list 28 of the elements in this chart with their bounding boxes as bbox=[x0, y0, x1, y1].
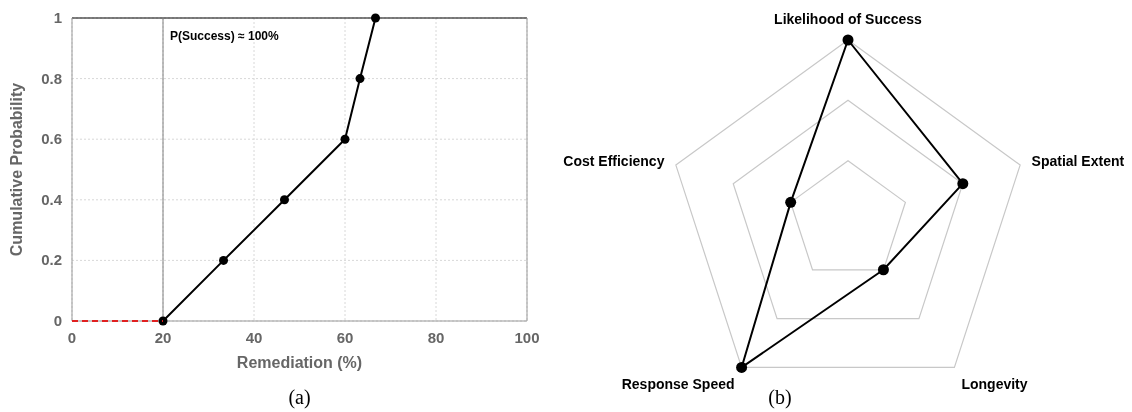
point bbox=[279, 195, 289, 205]
x-tick-label: 0 bbox=[67, 329, 77, 346]
y-tick-label: 0.2 bbox=[41, 251, 62, 269]
text: (a) bbox=[288, 386, 311, 409]
spoke-label: Likelihood of Success bbox=[774, 11, 923, 27]
x-tick-label: 60 bbox=[336, 329, 354, 346]
y-tick-label: 0.4 bbox=[41, 190, 63, 208]
x-axis-title: Remediation (%) bbox=[236, 354, 363, 371]
annotation: P(Success) ≈ 100% bbox=[170, 29, 279, 43]
y-tick-label: 1 bbox=[53, 9, 62, 26]
spoke-label: Longevity bbox=[961, 376, 1028, 393]
x-tick-label: 80 bbox=[427, 329, 445, 346]
point bbox=[355, 74, 365, 84]
point bbox=[219, 255, 229, 265]
spoke-label: Cost Efficiency bbox=[563, 153, 665, 170]
spoke-label: Response Speed bbox=[621, 376, 735, 393]
x-tick-label: 40 bbox=[245, 329, 263, 346]
point bbox=[158, 316, 168, 326]
x-tick-label: 20 bbox=[154, 329, 172, 346]
y-tick-label: 0.6 bbox=[41, 130, 62, 148]
x-tick-label: 100 bbox=[514, 329, 540, 346]
spoke-label: Spatial Extent bbox=[1031, 153, 1125, 170]
text: (b) bbox=[768, 386, 792, 409]
point bbox=[370, 13, 380, 23]
y-tick-label: 0.8 bbox=[41, 69, 62, 87]
y-axis-title: Cumulative Probability bbox=[8, 82, 25, 257]
y-tick-label: 0 bbox=[53, 312, 62, 329]
point bbox=[340, 134, 350, 144]
